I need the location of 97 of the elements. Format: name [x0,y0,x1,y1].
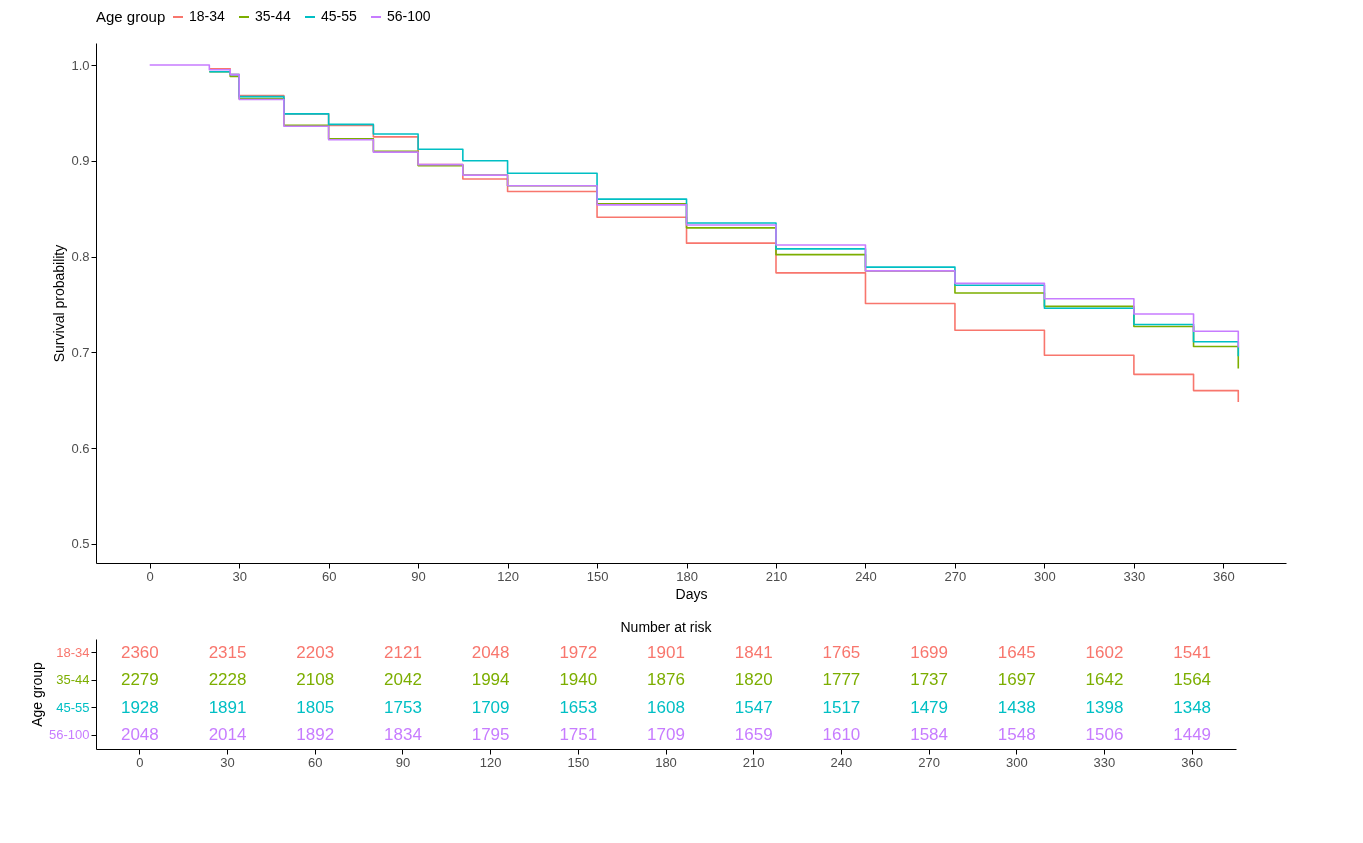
x-tick-label: 150 [586,568,609,584]
y-axis-title: Survival probability [51,244,68,363]
data-label: 1765 [822,642,861,662]
data-label: 2315 [208,642,247,662]
data-label: 1834 [384,725,422,745]
x-tick-label: 330 [1093,754,1116,770]
data-label: 1841 [734,642,773,662]
x-tick-label: 150 [567,754,590,770]
y-tick-label: 45-55 [56,699,90,715]
x-tick-label: 90 [411,568,426,584]
y-axis-title: Age group [29,661,46,727]
data-label: 2108 [296,670,335,690]
x-tick-label: 60 [308,754,323,770]
legend-label: 56-100 [387,8,431,24]
y-tick-label: 0.8 [71,249,90,265]
y-tick-label: 18-34 [56,644,90,660]
data-label: 1608 [647,697,685,717]
x-tick-label: 270 [918,754,940,770]
data-label: 1994 [471,670,510,690]
data-label: 1602 [1085,642,1124,662]
data-label: 1901 [647,642,685,662]
data-label: 1564 [1173,670,1212,690]
data-label: 1737 [910,670,948,690]
data-label: 1548 [997,725,1036,745]
data-label: 1777 [822,670,861,690]
data-label: 1653 [559,697,598,717]
data-label: 2360 [120,642,159,662]
data-label: 1517 [822,697,861,717]
data-label: 2048 [471,642,510,662]
x-tick-label: 270 [944,568,967,584]
data-label: 1795 [471,725,510,745]
data-label: 1541 [1173,642,1212,662]
data-label: 1753 [384,697,422,717]
data-label: 1438 [997,697,1036,717]
legend-label: 18-34 [189,8,226,24]
y-tick-label: 1.0 [71,57,90,73]
y-tick-label: 0.9 [71,153,90,169]
x-tick-label: 0 [146,568,154,584]
data-label: 2042 [384,670,422,690]
x-tick-label: 360 [1181,754,1204,770]
data-label: 1479 [910,697,948,717]
data-label: 1697 [997,670,1036,690]
x-tick-label: 300 [1005,754,1028,770]
data-label: 1699 [910,642,948,662]
legend-title: Age group [96,8,166,25]
x-tick-label: 30 [220,754,235,770]
x-tick-label: 210 [765,568,788,584]
x-tick-label: 330 [1123,568,1146,584]
data-label: 1820 [734,670,773,690]
x-tick-label: 300 [1034,568,1056,584]
data-label: 1547 [734,697,773,717]
data-label: 1892 [296,725,335,745]
legend-label: 45-55 [321,8,358,24]
y-tick-label: 35-44 [56,672,90,688]
x-tick-label: 210 [742,754,765,770]
data-label: 1506 [1085,725,1124,745]
data-label: 1751 [559,725,598,745]
data-label: 1348 [1173,697,1212,717]
x-tick-label: 240 [855,568,877,584]
x-axis-title: Days [675,585,708,602]
x-tick-label: 60 [321,568,337,584]
data-label: 1398 [1085,697,1124,717]
x-tick-label: 180 [655,754,677,770]
data-label: 2228 [208,670,247,690]
data-label: 1709 [647,725,685,745]
y-tick-label: 0.6 [71,440,90,456]
y-tick-label: 56-100 [49,727,90,743]
x-tick-label: 120 [497,568,519,584]
data-label: 1709 [471,697,510,717]
data-label: 2279 [120,670,159,690]
chart-title: Number at risk [620,619,713,635]
data-label: 1584 [910,725,948,745]
data-label: 1642 [1085,670,1124,690]
data-label: 1659 [734,725,773,745]
x-tick-label: 180 [676,568,698,584]
x-tick-label: 90 [395,754,411,770]
y-tick-label: 0.7 [71,344,90,360]
data-label: 2121 [384,642,422,662]
data-label: 1645 [997,642,1036,662]
data-label: 1972 [559,642,598,662]
data-label: 1928 [120,697,159,717]
data-label: 1891 [208,697,247,717]
x-tick-label: 0 [136,754,144,770]
data-label: 1876 [647,670,685,690]
x-tick-label: 120 [479,754,502,770]
x-tick-label: 240 [830,754,853,770]
y-tick-label: 0.5 [71,536,90,552]
data-label: 1805 [296,697,335,717]
data-label: 2014 [208,725,247,745]
x-tick-label: 360 [1213,568,1235,584]
data-label: 2048 [120,725,159,745]
data-label: 2203 [296,642,335,662]
data-label: 1940 [559,670,598,690]
data-label: 1610 [822,725,861,745]
data-label: 1449 [1173,725,1212,745]
legend-label: 35-44 [255,8,292,24]
x-tick-label: 30 [232,568,247,584]
